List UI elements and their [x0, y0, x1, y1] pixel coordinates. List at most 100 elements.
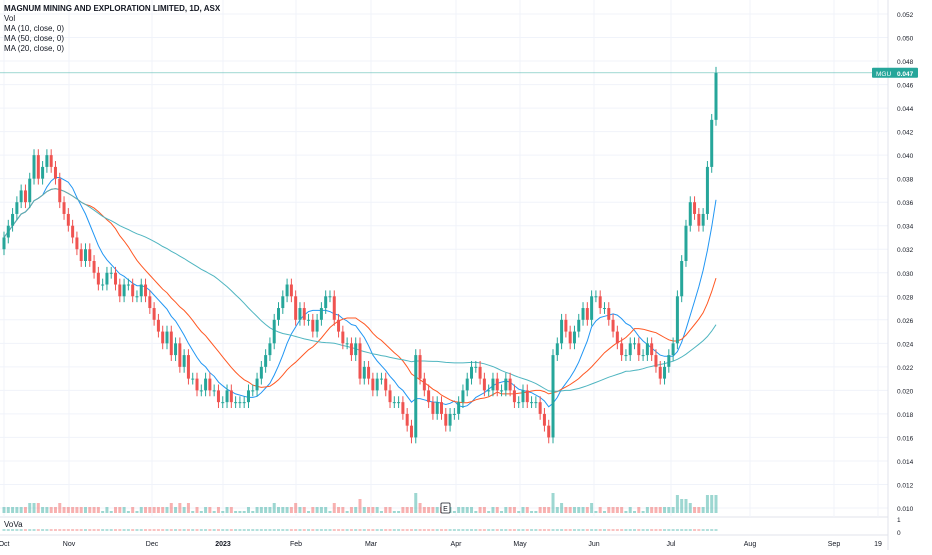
price-tick-label: 0.042 — [897, 130, 914, 137]
volume-bar — [409, 507, 413, 513]
time-tick-label: Apr — [451, 541, 463, 548]
vova-axis: 10 — [897, 517, 901, 537]
volume-bar — [96, 507, 100, 513]
vova-bar — [101, 529, 105, 531]
candle-body — [49, 155, 53, 167]
volume-bar — [512, 507, 516, 513]
candle-body — [611, 319, 615, 332]
volume-bar — [165, 507, 169, 513]
volume-bar — [564, 507, 568, 513]
volume-bar — [195, 507, 199, 513]
volume-bar — [178, 503, 182, 513]
volume-bar — [555, 507, 559, 513]
event-marker[interactable]: E — [440, 502, 451, 514]
vova-bar — [182, 529, 186, 531]
vova-bar — [628, 529, 632, 531]
symbol-title[interactable]: MAGNUM MINING AND EXPLORATION LIMITED, 1… — [4, 4, 221, 13]
vova-bar — [255, 529, 259, 531]
vova-bar — [285, 529, 289, 531]
volume-bar — [680, 499, 684, 513]
candle-body — [577, 319, 581, 332]
volume-bar — [307, 511, 311, 513]
vova-bar — [161, 529, 165, 531]
vova-bar — [474, 529, 478, 531]
vova-bar — [500, 529, 504, 531]
volume-bar — [710, 495, 714, 513]
candle-body — [397, 402, 401, 404]
volume-bar — [487, 511, 491, 513]
candle-body — [388, 390, 392, 403]
volume-bar — [560, 503, 564, 513]
vova-bar — [710, 529, 714, 531]
candle-body — [83, 249, 87, 261]
vova-bar — [602, 529, 606, 531]
vova-bar — [118, 529, 122, 531]
vova-bar — [324, 529, 328, 531]
candle-body — [564, 319, 568, 332]
volume-bar — [491, 507, 495, 513]
vova-bar — [156, 529, 160, 531]
volume-bar — [414, 493, 418, 513]
candle-body — [71, 225, 75, 238]
chart-legend: MAGNUM MINING AND EXPLORATION LIMITED, 1… — [4, 4, 220, 54]
price-tick-label: 0.026 — [897, 318, 914, 325]
vova-bar — [41, 529, 45, 531]
time-tick-label: May — [513, 541, 527, 548]
candle-body — [88, 249, 92, 261]
candle-body — [620, 343, 624, 356]
candle-body — [216, 390, 220, 403]
candle-body — [298, 308, 302, 320]
candle-body — [204, 378, 208, 391]
price-tick-label: 0.014 — [897, 459, 914, 466]
price-tick-label: 0.024 — [897, 341, 914, 348]
candle-body — [165, 331, 169, 344]
candle-body — [281, 296, 285, 309]
volume-bar — [431, 507, 435, 513]
volume-bar — [152, 507, 156, 513]
candle-body — [285, 284, 289, 297]
candle-body — [114, 272, 118, 285]
vova-bar — [439, 529, 443, 531]
vova-bar — [15, 529, 19, 531]
price-axis[interactable]: 0.052 0.050 0.048 0.046 0.044 0.042 0.040 0.038… — [897, 12, 914, 513]
price-tick-label: 0.030 — [897, 271, 914, 278]
candle-body — [667, 355, 671, 367]
price-tick-label: 0.018 — [897, 412, 914, 419]
volume-bar — [688, 503, 692, 513]
vova-bar — [693, 529, 697, 531]
ma20-line — [3, 188, 717, 404]
vova-bar — [667, 529, 671, 531]
candle-body — [568, 331, 572, 344]
vova-label[interactable]: VoVa — [4, 520, 23, 529]
volume-bar — [701, 507, 705, 513]
volume-bar — [628, 507, 632, 513]
volume-bar — [633, 511, 637, 513]
ma10-label[interactable]: MA (10, close, 0) — [4, 24, 65, 33]
vol-label[interactable]: Vol — [4, 14, 16, 23]
volume-bar — [32, 503, 36, 513]
volume-bar — [650, 507, 654, 513]
volume-bar — [75, 507, 79, 513]
candle-body — [358, 343, 362, 379]
candle-body — [500, 390, 504, 392]
candle-body — [178, 343, 182, 367]
volume-bar — [594, 511, 598, 513]
ma50-label[interactable]: MA (50, close, 0) — [4, 34, 65, 43]
time-axis[interactable]: Oct Nov Dec 2023 Feb Mar Apr May Jun Jul Aug Sep 19 — [0, 541, 882, 548]
ma20-label[interactable]: MA (20, close, 0) — [4, 44, 65, 53]
candle-body — [126, 284, 130, 286]
candle-body — [375, 378, 379, 391]
time-tick-label: Nov — [63, 541, 76, 548]
volume-bar — [191, 511, 195, 513]
vova-bar — [590, 529, 594, 531]
volume-bar — [474, 511, 478, 513]
vova-bar — [337, 529, 341, 531]
volume-bar — [521, 507, 525, 513]
candle-body — [131, 284, 135, 297]
vova-bar — [75, 529, 79, 531]
volume-bar — [422, 507, 426, 513]
vova-bar — [246, 529, 250, 531]
candle-body — [534, 402, 538, 404]
